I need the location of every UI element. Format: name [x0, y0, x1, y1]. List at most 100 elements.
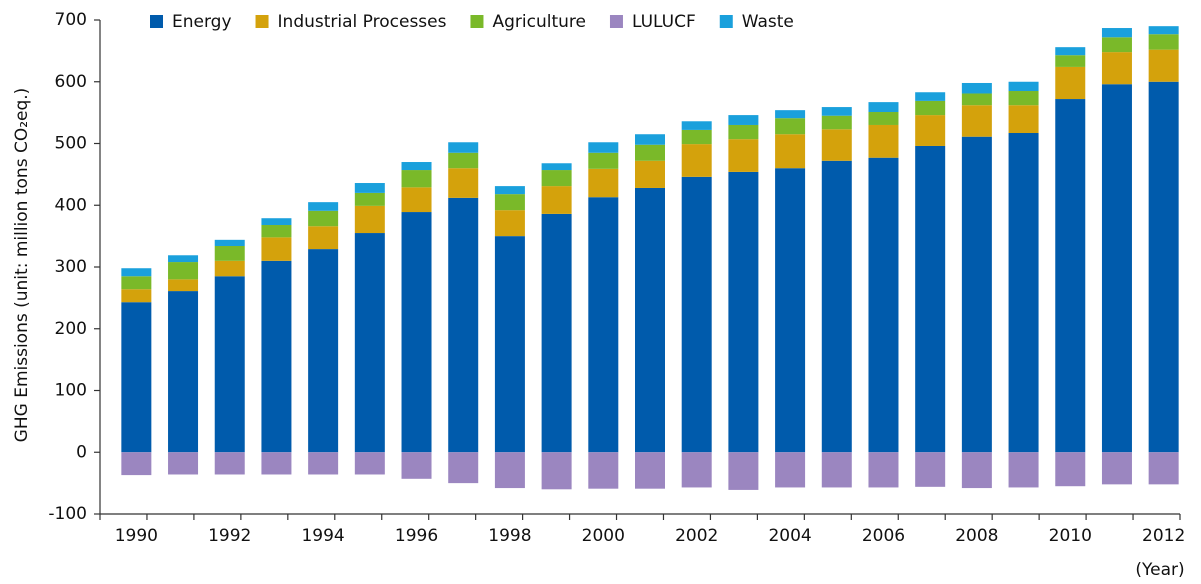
bar-segment — [448, 452, 479, 484]
y-tick-label: 600 — [55, 72, 87, 92]
bar-segment — [448, 152, 479, 169]
x-tick-label: 1998 — [488, 526, 531, 546]
bar-segment — [635, 160, 665, 188]
bar-segment — [168, 279, 199, 292]
bar-segment — [728, 124, 759, 140]
x-tick-label: 2004 — [768, 526, 811, 546]
bar-segment — [821, 452, 852, 488]
bar-segment — [1148, 26, 1179, 35]
bar-segment — [1055, 452, 1086, 487]
bar-segment — [915, 115, 946, 146]
bar-segment — [1008, 91, 1039, 106]
bar-segment — [401, 452, 432, 479]
bar-segment — [121, 302, 152, 453]
bar-segment — [261, 237, 292, 261]
bar-segment — [308, 202, 339, 211]
bar-segment — [308, 226, 339, 250]
bar-segment — [354, 233, 385, 453]
y-tick-label: 500 — [55, 134, 87, 154]
x-tick-label: 2008 — [955, 526, 998, 546]
bar-segment — [121, 452, 152, 476]
bar-segment — [1055, 47, 1086, 56]
x-tick-label: 1992 — [208, 526, 251, 546]
bar-segment — [214, 260, 245, 277]
bar-segment — [588, 152, 619, 169]
bar-segment — [1055, 66, 1086, 100]
bar-segment — [401, 170, 432, 188]
bar-segment — [961, 136, 992, 453]
bar-segment — [635, 187, 665, 453]
y-tick-label: 200 — [55, 319, 87, 339]
bar-segment — [961, 105, 992, 137]
bar-segment — [541, 170, 572, 187]
bar-segment — [728, 452, 759, 490]
bar-segment — [214, 246, 245, 261]
x-tick-label: 2000 — [582, 526, 625, 546]
bar-segment — [494, 236, 525, 453]
bar-segment — [868, 124, 899, 158]
bar-segment — [681, 144, 712, 177]
bar-segment — [401, 212, 432, 453]
bar-segment — [354, 205, 385, 234]
bar-segment — [588, 452, 619, 489]
bar-segment — [961, 93, 992, 106]
y-tick-label: 100 — [55, 381, 87, 401]
legend-label: LULUCF — [632, 12, 696, 32]
x-tick-label: 2002 — [675, 526, 718, 546]
y-tick-label: -100 — [48, 504, 87, 524]
bar-segment — [448, 197, 479, 453]
bar-segment — [354, 183, 385, 193]
bar-segment — [494, 452, 525, 489]
bar-segment — [821, 129, 852, 161]
bar-segment — [1055, 55, 1086, 67]
x-axis-title: (Year) — [1135, 560, 1184, 580]
bar-segment — [448, 142, 479, 153]
bar-segment — [354, 452, 385, 475]
bar-segment — [494, 194, 525, 211]
y-tick-label: 700 — [55, 10, 87, 30]
legend-swatch — [609, 15, 623, 28]
bar-segment — [261, 218, 292, 226]
bar-segment — [868, 112, 899, 125]
bar-segment — [728, 171, 759, 453]
bar-segment — [1148, 452, 1179, 485]
bar-segment — [868, 157, 899, 453]
legend-swatch — [719, 15, 733, 28]
bar-segment — [354, 192, 385, 206]
bar-segment — [635, 134, 665, 145]
bar-segment — [1101, 28, 1132, 38]
bar-segment — [868, 102, 899, 113]
bar-segment — [401, 187, 432, 213]
x-tick-label: 1994 — [301, 526, 344, 546]
bar-segment — [1101, 84, 1132, 453]
legend-swatch — [150, 15, 163, 28]
bar-segment — [494, 210, 525, 237]
bar-segment — [541, 452, 572, 490]
bar-segment — [1055, 99, 1086, 453]
bar-segment — [308, 249, 339, 453]
bar-segment — [261, 260, 292, 453]
bar-segment — [961, 452, 992, 489]
bar-segment — [168, 255, 199, 263]
bar-segment — [168, 262, 199, 280]
legend-swatch — [255, 15, 269, 28]
legend-label: Energy — [172, 12, 232, 32]
bar-segment — [961, 82, 992, 94]
bar-segment — [168, 452, 199, 475]
bar-segment — [915, 100, 946, 116]
bar-segment — [1101, 452, 1132, 485]
bar-segment — [728, 115, 759, 125]
bar-segment — [214, 276, 245, 453]
legend-label: Waste — [742, 12, 794, 32]
bar-segment — [1008, 133, 1039, 453]
x-tick-label: 2010 — [1049, 526, 1092, 546]
bar-segment — [915, 92, 946, 101]
bar-segment — [821, 160, 852, 453]
bar-segment — [541, 186, 572, 214]
bar-segment — [635, 452, 665, 489]
bar-segment — [494, 186, 525, 195]
bar-segment — [588, 197, 619, 453]
legend-label: Industrial Processes — [278, 12, 447, 32]
bar-segment — [775, 110, 806, 119]
